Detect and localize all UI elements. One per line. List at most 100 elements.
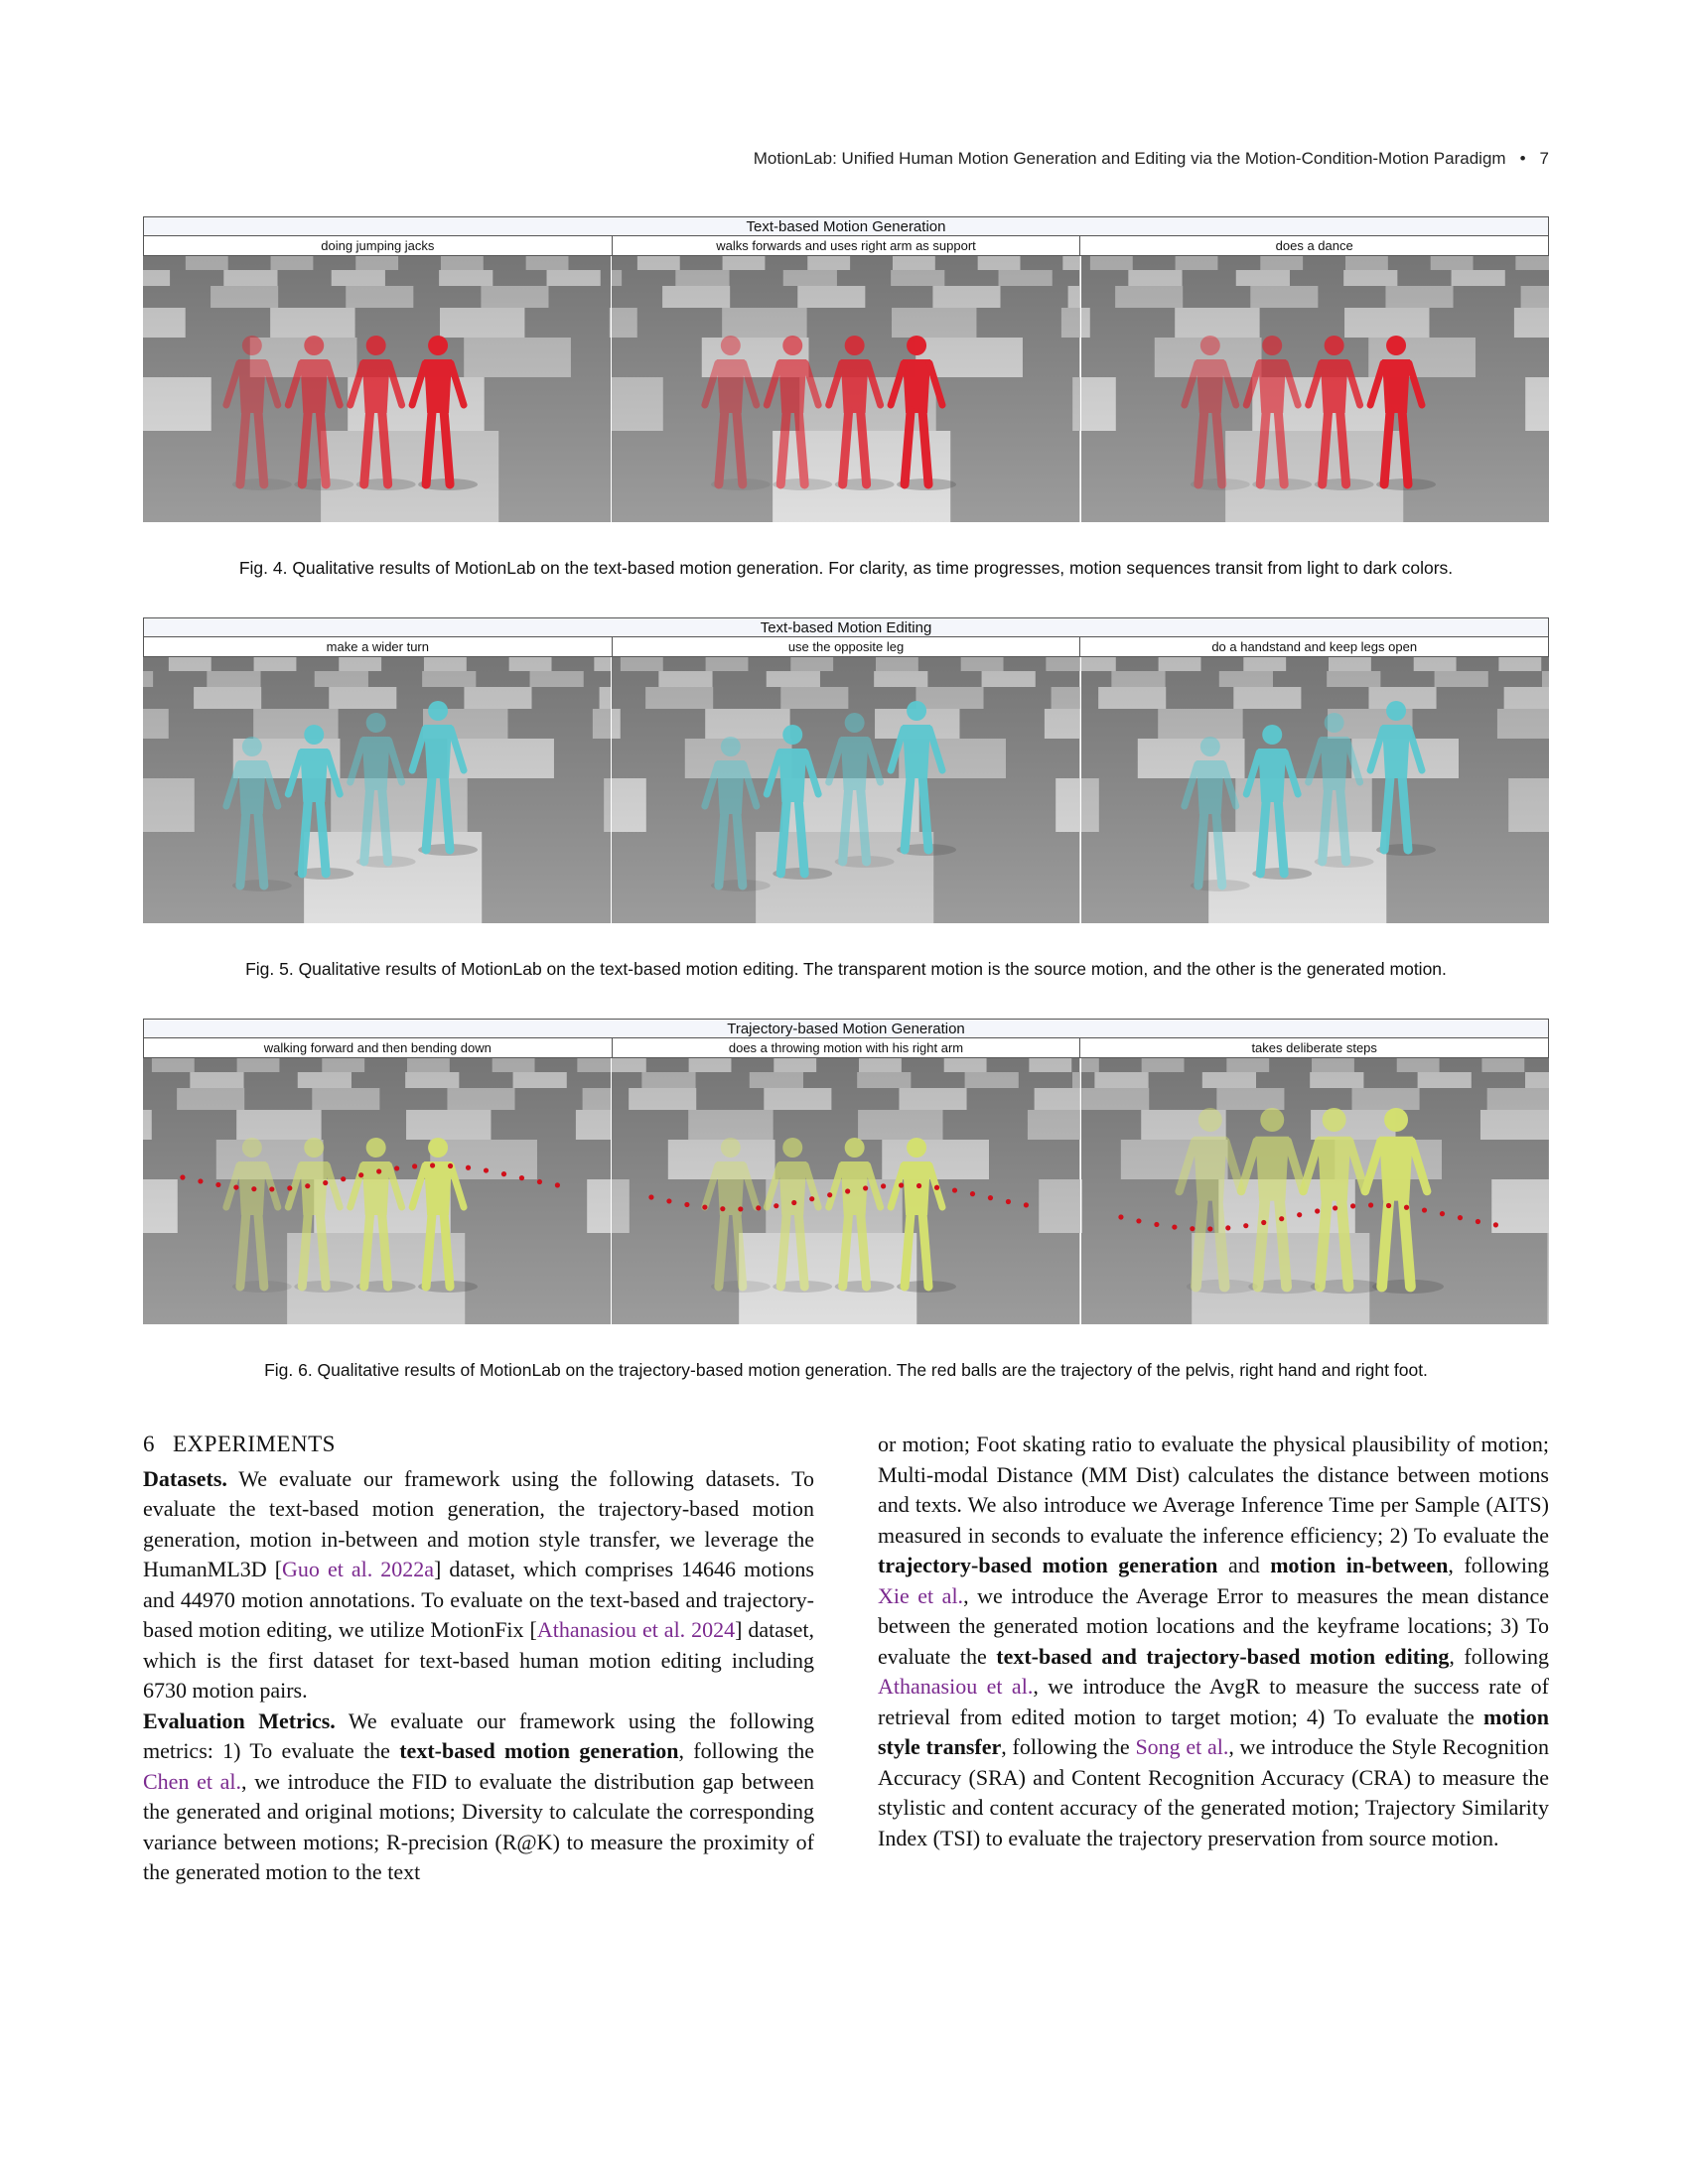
trajectory-ball bbox=[1135, 1218, 1142, 1224]
human-figure bbox=[347, 713, 416, 868]
trajectory-ball bbox=[305, 1183, 311, 1189]
trajectory-ball bbox=[899, 1182, 905, 1188]
figure-5-title: Text-based Motion Editing bbox=[143, 617, 1549, 637]
trajectory-ball bbox=[251, 1186, 257, 1192]
trajectory-ball bbox=[916, 1182, 922, 1189]
trajectory-ball bbox=[447, 1162, 454, 1169]
human-figure bbox=[764, 336, 833, 490]
right-text-3: , following bbox=[1448, 1553, 1549, 1577]
human-figure bbox=[887, 1138, 957, 1293]
human-figure bbox=[222, 737, 292, 891]
right-text-5: , following bbox=[1449, 1643, 1549, 1669]
figure-4-panel-3 bbox=[1080, 256, 1549, 522]
trajectory-ball bbox=[827, 1192, 833, 1198]
human-figure bbox=[887, 336, 957, 490]
metrics-label: Evaluation Metrics. bbox=[143, 1707, 336, 1733]
cite-athanasiou-2024-link[interactable]: Athanasiou et al. 2024 bbox=[536, 1617, 736, 1642]
trajectory-ball bbox=[536, 1178, 543, 1185]
trajectory-ball bbox=[881, 1183, 887, 1189]
right-text-1: or motion; Foot skating ratio to evaluat… bbox=[878, 1432, 1549, 1548]
figure-4-panels bbox=[143, 256, 1549, 522]
figure-4-panel-1 bbox=[143, 256, 613, 522]
figure-6-subtitle-2: does a throwing motion with his right ar… bbox=[613, 1038, 1081, 1057]
figure-4-caption: Fig. 4. Qualitative results of MotionLab… bbox=[238, 558, 1454, 578]
human-figure bbox=[1181, 336, 1250, 490]
trajectory-ball bbox=[970, 1191, 976, 1197]
human-figure bbox=[1360, 1108, 1444, 1295]
human-figure bbox=[1181, 737, 1250, 891]
figure-6-subtitle-3: takes deliberate steps bbox=[1251, 1040, 1377, 1055]
figure-6-subtitles: walking forward and then bending down do… bbox=[143, 1038, 1549, 1058]
trajectory-ball bbox=[1118, 1214, 1124, 1220]
trajectory-ball bbox=[412, 1163, 418, 1169]
header-title: MotionLab: Unified Human Motion Generati… bbox=[753, 149, 1506, 168]
metrics-text-2: , following the bbox=[678, 1738, 815, 1763]
metrics-continued-paragraph: or motion; Foot skating ratio to evaluat… bbox=[878, 1430, 1549, 1853]
human-figure bbox=[284, 725, 354, 880]
cite-chen-link[interactable]: Chen et al. bbox=[143, 1768, 242, 1794]
trajectory-ball bbox=[648, 1194, 654, 1200]
figure-5-subtitles: make a wider turn use the opposite leg d… bbox=[143, 637, 1549, 657]
human-figure bbox=[1366, 336, 1436, 490]
figure-6: Trajectory-based Motion Generation walki… bbox=[143, 1019, 1549, 1324]
trajectory-ball bbox=[952, 1187, 958, 1193]
trajectory-ball bbox=[738, 1206, 744, 1212]
human-figure bbox=[701, 1138, 772, 1293]
human-figure bbox=[701, 737, 772, 891]
cite-xie-link[interactable]: Xie et al. bbox=[878, 1582, 964, 1608]
human-figure bbox=[1236, 1108, 1320, 1295]
human-figure bbox=[284, 1138, 354, 1293]
cite-song-link[interactable]: Song et al. bbox=[1135, 1734, 1229, 1759]
trajectory-ball bbox=[791, 1199, 797, 1206]
human-figure bbox=[1242, 725, 1312, 880]
cite-athanasiou-link[interactable]: Athanasiou et al. bbox=[878, 1674, 1034, 1699]
human-figure bbox=[764, 1138, 833, 1293]
trajectory-ball bbox=[1349, 1203, 1355, 1209]
trajectory-ball bbox=[1171, 1224, 1178, 1230]
figure-5-panel-2 bbox=[612, 657, 1081, 923]
section-number: 6 bbox=[143, 1432, 155, 1456]
trajectory-ball bbox=[269, 1186, 275, 1192]
running-header: MotionLab: Unified Human Motion Generati… bbox=[143, 149, 1549, 179]
trajectory-ball bbox=[1421, 1207, 1427, 1213]
cite-guo-link[interactable]: Guo et al. 2022a bbox=[282, 1557, 435, 1581]
figure-5-panel-1 bbox=[143, 657, 613, 923]
trajectory-ball bbox=[1296, 1212, 1302, 1218]
human-figure bbox=[408, 1138, 479, 1293]
trajectory-ball bbox=[1492, 1222, 1498, 1228]
human-figure bbox=[408, 336, 479, 490]
trajectory-ball bbox=[1153, 1221, 1160, 1228]
trajectory-ball bbox=[1403, 1204, 1409, 1210]
trajectory-ball bbox=[198, 1178, 204, 1184]
trajectory-ball bbox=[483, 1167, 490, 1173]
human-figure bbox=[887, 701, 957, 856]
figure-5-subtitle-1: make a wider turn bbox=[144, 637, 613, 656]
bold-motion-editing: text-based and trajectory-based motion e… bbox=[996, 1643, 1450, 1669]
datasets-text-1: We evaluate our framework using the foll… bbox=[143, 1465, 814, 1582]
trajectory-ball bbox=[774, 1203, 779, 1209]
human-figure bbox=[284, 336, 354, 490]
trajectory-ball bbox=[518, 1175, 525, 1181]
figure-4: Text-based Motion Generation doing jumpi… bbox=[143, 216, 1549, 522]
figure-5: Text-based Motion Editing make a wider t… bbox=[143, 617, 1549, 923]
figure-5-panels bbox=[143, 657, 1549, 923]
human-figure bbox=[347, 336, 416, 490]
trajectory-ball bbox=[1189, 1226, 1196, 1232]
page-number: 7 bbox=[1539, 149, 1549, 168]
figure-4-subtitle-2: walks forwards and uses right arm as sup… bbox=[613, 236, 1081, 255]
trajectory-ball bbox=[1367, 1202, 1373, 1208]
trajectory-ball bbox=[934, 1184, 940, 1190]
bold-text-generation: text-based motion generation bbox=[399, 1738, 679, 1763]
trajectory-ball bbox=[429, 1162, 436, 1168]
trajectory-ball bbox=[720, 1206, 726, 1212]
figure-6-panel-3 bbox=[1080, 1058, 1549, 1324]
trajectory-ball bbox=[845, 1188, 851, 1194]
trajectory-ball bbox=[341, 1176, 347, 1182]
trajectory-ball bbox=[1439, 1211, 1445, 1217]
trajectory-ball bbox=[1224, 1225, 1231, 1231]
human-figure bbox=[825, 1138, 895, 1293]
metrics-paragraph: Evaluation Metrics. We evaluate our fram… bbox=[143, 1706, 814, 1888]
datasets-text-3: ] dataset, which is the first dataset fo… bbox=[143, 1617, 814, 1703]
bold-style-transfer: motion style transfer bbox=[878, 1704, 1549, 1760]
trajectory-ball bbox=[180, 1174, 186, 1180]
